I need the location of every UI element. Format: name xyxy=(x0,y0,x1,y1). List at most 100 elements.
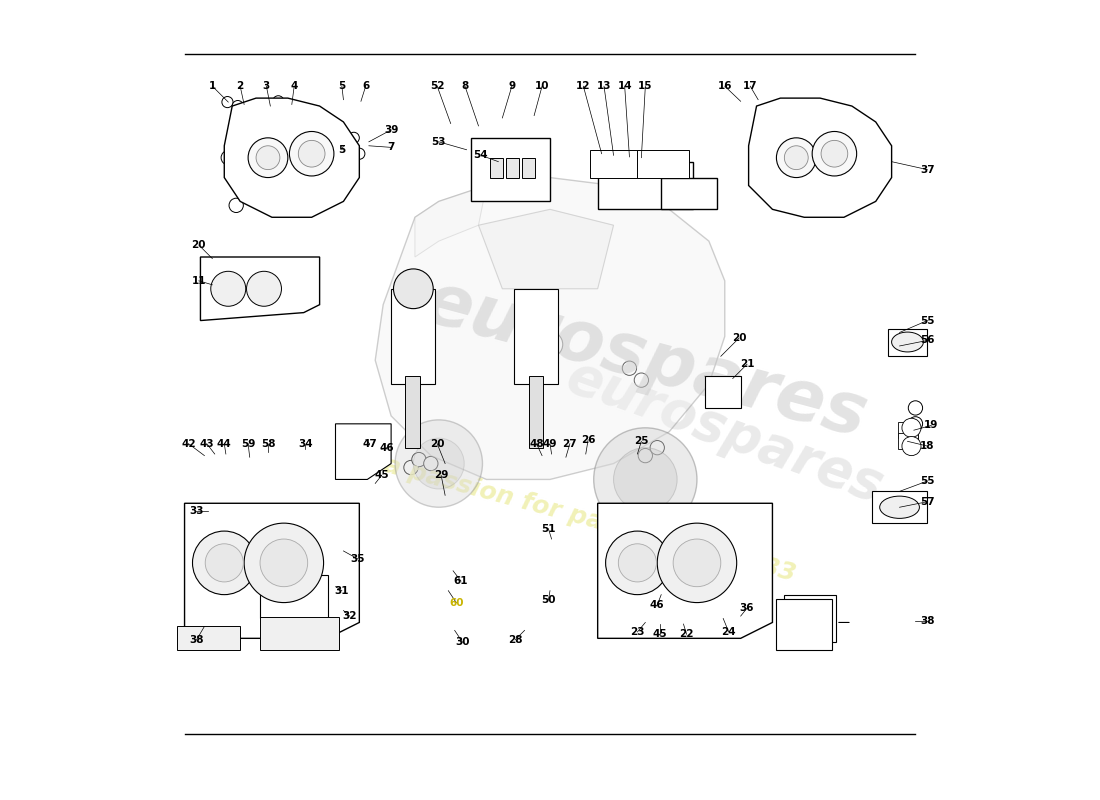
Polygon shape xyxy=(336,424,392,479)
Circle shape xyxy=(812,131,857,176)
Bar xyxy=(784,594,836,642)
Circle shape xyxy=(244,523,323,602)
Polygon shape xyxy=(597,162,693,210)
Polygon shape xyxy=(200,257,320,321)
Text: 20: 20 xyxy=(430,438,444,449)
Polygon shape xyxy=(478,210,614,289)
Circle shape xyxy=(256,146,279,170)
Text: 52: 52 xyxy=(430,81,444,91)
Text: 20: 20 xyxy=(732,333,746,343)
Circle shape xyxy=(650,441,664,455)
Text: 11: 11 xyxy=(191,276,206,286)
Text: 39: 39 xyxy=(384,125,398,135)
Text: 51: 51 xyxy=(541,524,556,534)
Circle shape xyxy=(229,198,243,213)
Text: 53: 53 xyxy=(431,137,446,147)
Circle shape xyxy=(821,140,848,167)
Polygon shape xyxy=(185,503,360,638)
Circle shape xyxy=(594,428,697,531)
Circle shape xyxy=(260,539,308,586)
Circle shape xyxy=(537,332,563,357)
Text: 34: 34 xyxy=(298,438,312,449)
Text: 38: 38 xyxy=(189,635,204,645)
Text: 7: 7 xyxy=(387,142,395,152)
Bar xyxy=(260,617,340,650)
Polygon shape xyxy=(415,186,486,257)
Circle shape xyxy=(395,420,483,507)
Text: 5: 5 xyxy=(338,145,345,154)
Text: 45: 45 xyxy=(374,470,389,481)
Circle shape xyxy=(288,101,300,112)
Circle shape xyxy=(211,271,245,306)
Bar xyxy=(522,158,535,178)
Bar xyxy=(260,574,328,618)
Text: a passion for parts since 1983: a passion for parts since 1983 xyxy=(381,453,799,586)
Circle shape xyxy=(192,531,256,594)
Polygon shape xyxy=(661,178,717,210)
Polygon shape xyxy=(590,150,641,178)
Circle shape xyxy=(298,140,324,167)
Text: 5: 5 xyxy=(338,81,345,91)
Circle shape xyxy=(606,531,669,594)
Text: 21: 21 xyxy=(740,359,755,370)
Circle shape xyxy=(618,544,657,582)
Circle shape xyxy=(909,417,923,431)
Circle shape xyxy=(206,544,243,582)
Text: 16: 16 xyxy=(717,81,732,91)
Text: 6: 6 xyxy=(362,81,370,91)
Polygon shape xyxy=(471,138,550,202)
Ellipse shape xyxy=(892,332,923,352)
Circle shape xyxy=(658,523,737,602)
Text: eurospares: eurospares xyxy=(559,350,890,514)
Circle shape xyxy=(273,96,284,107)
Text: 10: 10 xyxy=(535,81,549,91)
Text: 3: 3 xyxy=(263,81,270,91)
Polygon shape xyxy=(888,329,927,356)
Circle shape xyxy=(349,132,360,143)
Circle shape xyxy=(623,361,637,375)
Text: 45: 45 xyxy=(652,630,667,639)
Polygon shape xyxy=(749,98,892,218)
Text: 50: 50 xyxy=(541,595,556,605)
Circle shape xyxy=(404,460,418,474)
Bar xyxy=(898,434,917,450)
Text: 54: 54 xyxy=(474,150,488,160)
Bar xyxy=(515,289,558,384)
Text: 18: 18 xyxy=(920,441,935,451)
Text: 55: 55 xyxy=(920,315,935,326)
Text: 29: 29 xyxy=(434,470,449,481)
Text: 27: 27 xyxy=(562,438,578,449)
Circle shape xyxy=(902,418,921,438)
Circle shape xyxy=(902,437,921,456)
Text: 2: 2 xyxy=(236,81,244,91)
Circle shape xyxy=(394,269,433,309)
Text: 14: 14 xyxy=(617,81,632,91)
Circle shape xyxy=(221,150,235,165)
Text: 59: 59 xyxy=(241,438,255,449)
Text: 38: 38 xyxy=(920,616,935,626)
Text: 31: 31 xyxy=(334,586,349,596)
Polygon shape xyxy=(872,491,927,523)
Text: 19: 19 xyxy=(924,421,938,430)
Circle shape xyxy=(354,148,365,159)
Text: 4: 4 xyxy=(290,81,298,91)
Circle shape xyxy=(246,271,282,306)
Text: 46: 46 xyxy=(379,442,395,453)
Bar xyxy=(506,158,519,178)
Text: 25: 25 xyxy=(634,436,649,446)
Text: 30: 30 xyxy=(455,638,470,647)
Polygon shape xyxy=(637,150,689,178)
Circle shape xyxy=(635,373,649,387)
Text: 24: 24 xyxy=(722,627,736,637)
Bar xyxy=(177,626,240,650)
Text: 15: 15 xyxy=(638,81,652,91)
Text: 33: 33 xyxy=(189,506,204,516)
Text: 1: 1 xyxy=(209,81,216,91)
Polygon shape xyxy=(224,98,360,218)
Text: eurospares: eurospares xyxy=(416,268,874,453)
Bar xyxy=(491,158,503,178)
Circle shape xyxy=(638,449,652,462)
Circle shape xyxy=(909,401,923,415)
Polygon shape xyxy=(705,376,740,408)
Text: 46: 46 xyxy=(650,600,664,610)
